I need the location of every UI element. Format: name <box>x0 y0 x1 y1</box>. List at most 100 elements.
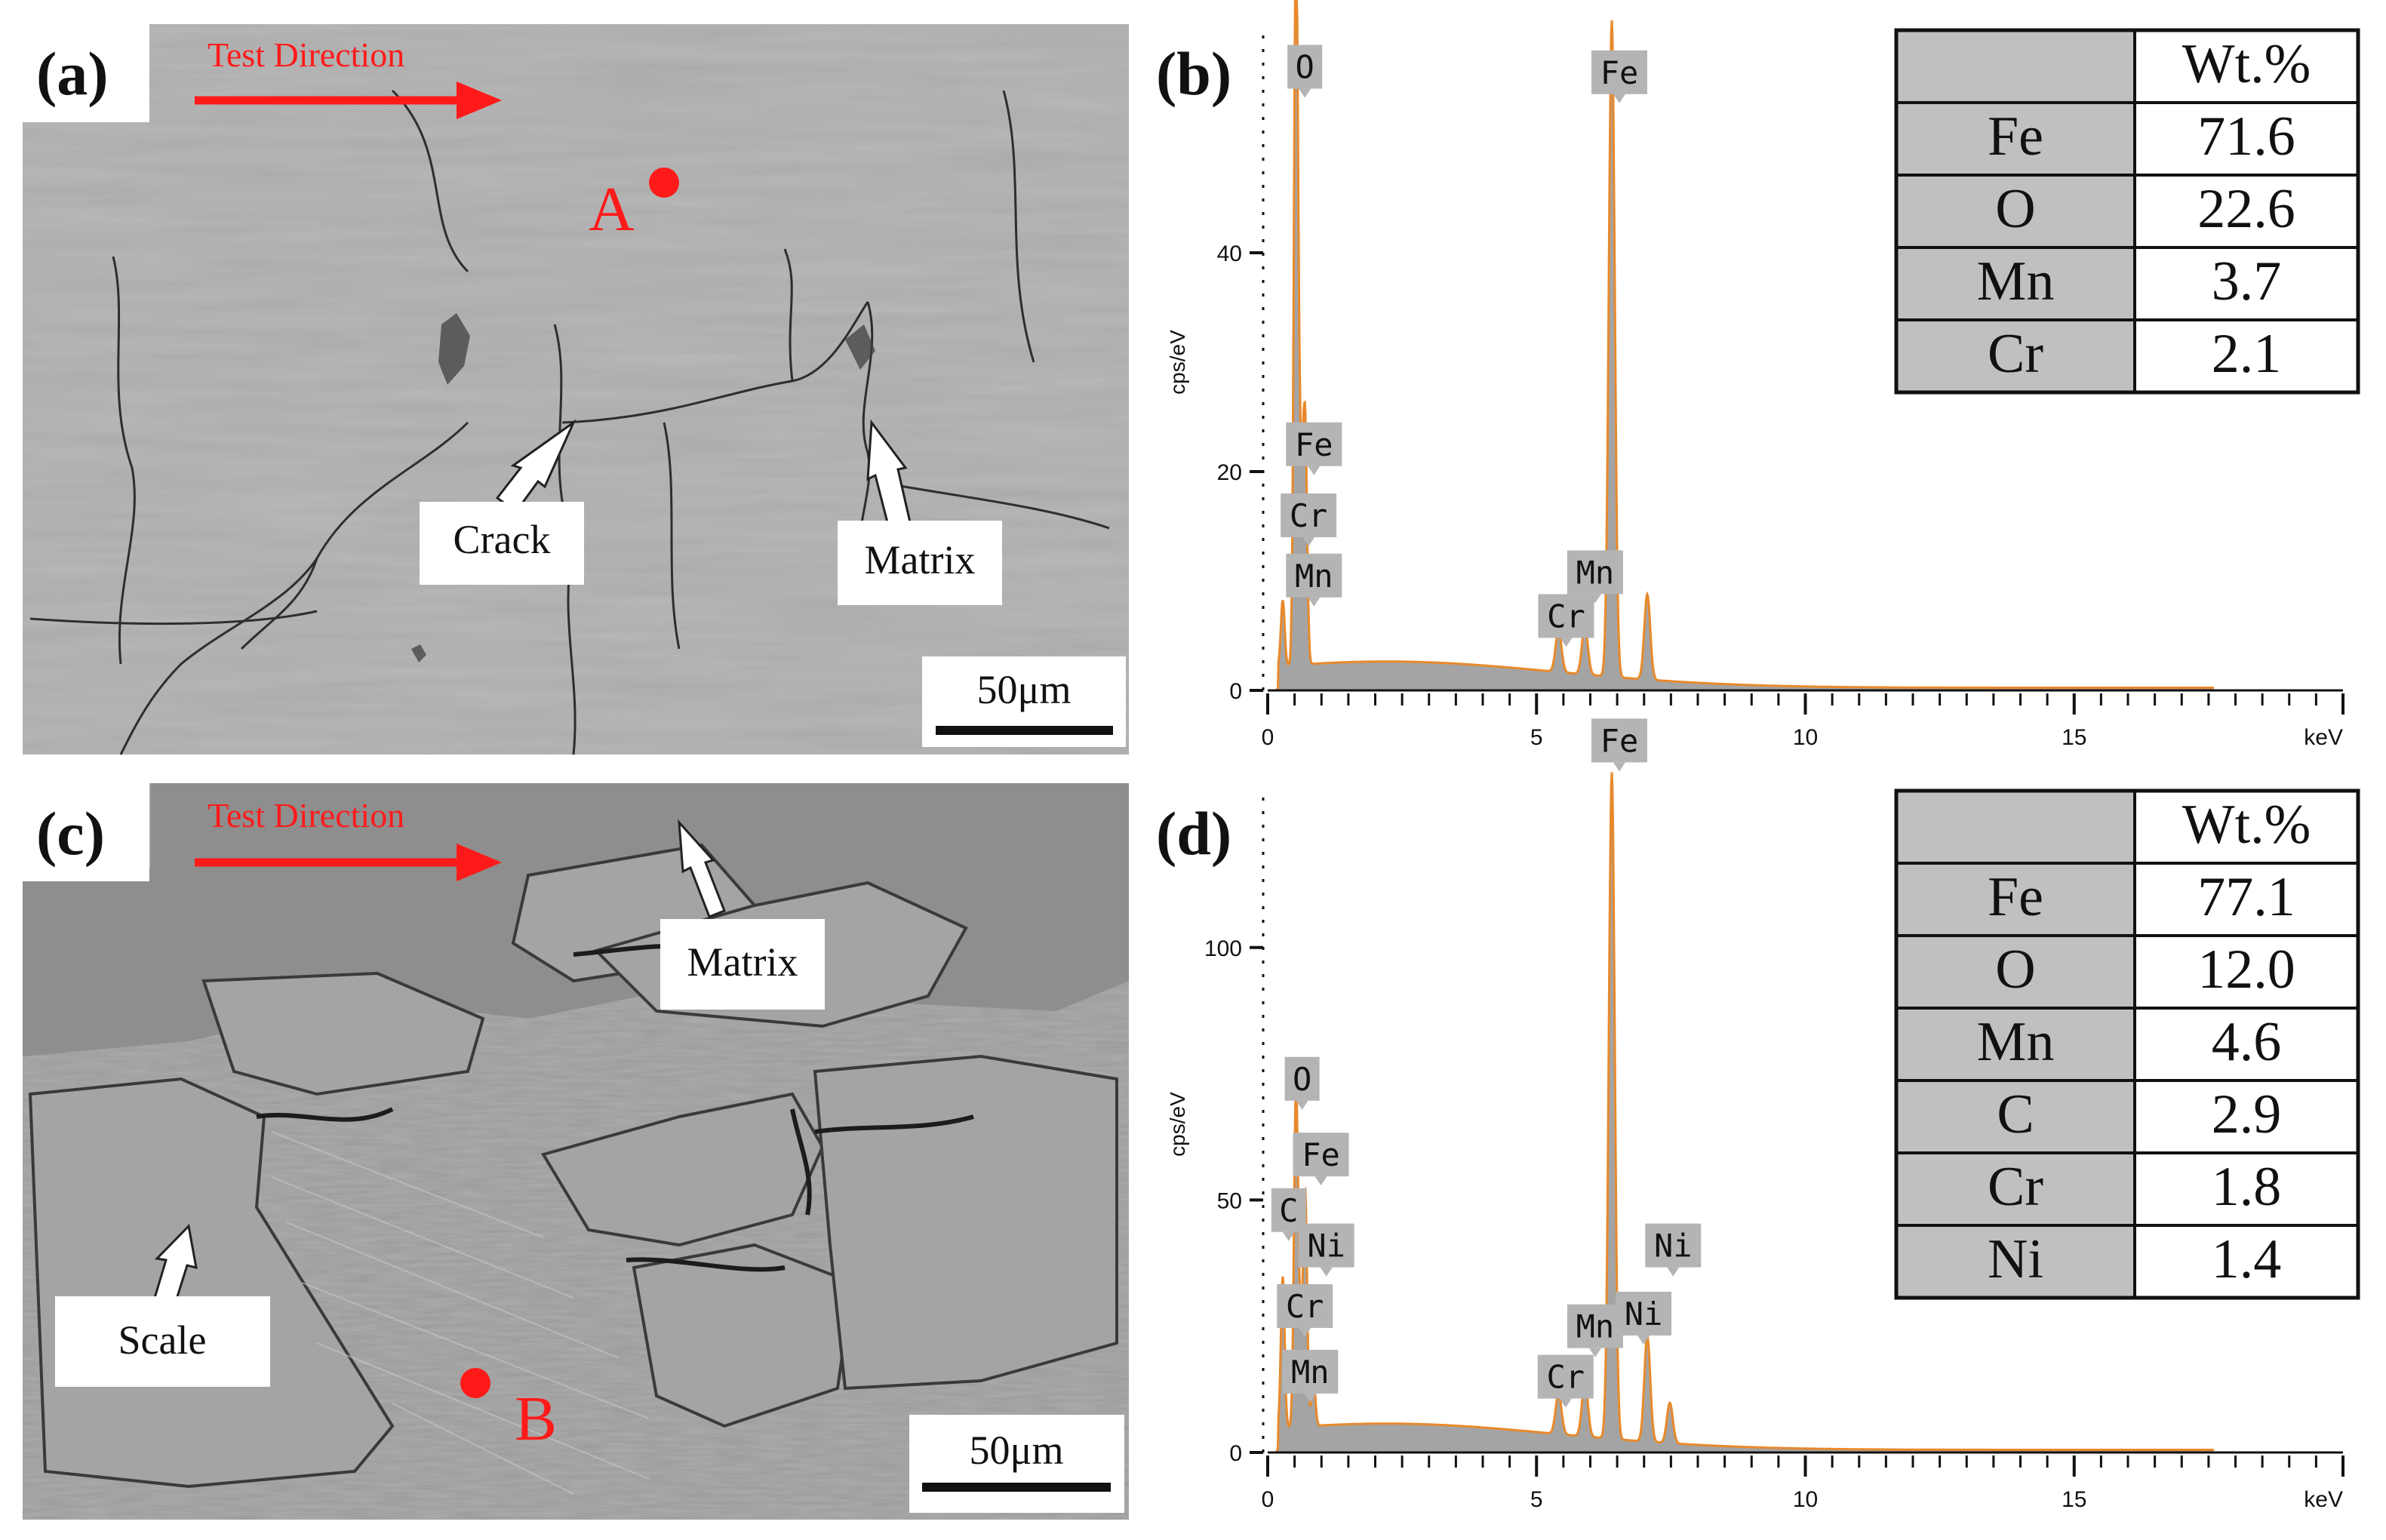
callout-matrix-label-c: Matrix <box>687 939 798 985</box>
peak-label-pointer <box>1308 466 1321 475</box>
table-value-cell: 4.6 <box>2212 1011 2282 1073</box>
table-element-cell: Cr <box>1988 1156 2043 1218</box>
table-element-cell: O <box>1995 939 2035 1001</box>
peak-label-box <box>1616 1291 1672 1336</box>
table-value-cell: 22.6 <box>2197 178 2295 240</box>
point-label-a: A <box>589 174 635 244</box>
table-cell-element-bg <box>1896 936 2135 1008</box>
table-cell-element-bg <box>1896 1225 2135 1298</box>
table-cell-value-bg <box>2135 247 2358 320</box>
peak-label-box <box>1537 1354 1594 1399</box>
peak-label-box <box>1567 1304 1623 1348</box>
peak-label-pointer <box>1560 638 1573 647</box>
callout-matrix-c: Matrix <box>660 819 825 1010</box>
x-axis-label: keV <box>2304 725 2343 750</box>
table-element-cell: Mn <box>1977 251 2055 312</box>
peak-label-box <box>1591 50 1647 94</box>
table-element-cell: C <box>1997 1084 2034 1145</box>
peak-label-pointer <box>1320 1267 1333 1277</box>
x-tick-label: 0 <box>1262 1487 1274 1512</box>
table-cell-value-bg <box>2135 30 2358 103</box>
table-element-cell: Ni <box>1988 1228 2043 1290</box>
x-tick-label: 5 <box>1530 725 1543 750</box>
panel-c: (c) Test Direction Matrix Scale B 50μm <box>23 783 1129 1520</box>
y-tick-label: 0 <box>1229 1441 1242 1466</box>
table-value-cell: 1.4 <box>2212 1228 2282 1290</box>
test-direction-label-a: Test Direction <box>208 35 404 74</box>
test-direction-label-c: Test Direction <box>208 796 404 835</box>
peak-label-pointer <box>1588 594 1601 604</box>
table-cell-value-bg <box>2135 1080 2358 1153</box>
peak-label-pointer <box>1667 1267 1680 1277</box>
peak-label: O <box>1293 1061 1311 1098</box>
x-tick-label: 5 <box>1530 1487 1543 1512</box>
peak-label-pointer <box>1559 1398 1572 1408</box>
spectrum-line <box>1273 0 2214 692</box>
table-cell-value-bg <box>2135 175 2358 247</box>
point-label-c: B <box>515 1384 557 1454</box>
spectrum-line <box>1273 772 2214 1454</box>
point-marker-c <box>460 1368 490 1398</box>
peak-label-box <box>1281 493 1337 537</box>
table-cell-element-bg <box>1896 320 2135 392</box>
table-value-cell: 71.6 <box>2197 106 2295 168</box>
peak-label-pointer <box>1314 1176 1327 1186</box>
peak-label: Cr <box>1290 497 1328 534</box>
peak-label-box <box>1293 1133 1349 1177</box>
table-cell-element-bg <box>1896 791 2135 863</box>
peak-label: Fe <box>1600 54 1639 91</box>
point-marker-a <box>649 168 679 198</box>
x-tick-label: 15 <box>2062 1487 2086 1512</box>
peak-label-box <box>1645 1223 1702 1268</box>
peak-label-box <box>1287 45 1323 89</box>
peak-label-pointer <box>1637 1335 1650 1345</box>
peak-label: C <box>1279 1192 1298 1229</box>
table-element-cell: Fe <box>1988 106 2043 168</box>
scale-bar-c: 50μm <box>909 1415 1124 1513</box>
x-tick-label: 10 <box>1793 725 1818 750</box>
table-cell-element-bg <box>1896 863 2135 936</box>
y-axis-label: cps/eV <box>1166 1092 1189 1157</box>
table-value-cell: 12.0 <box>2197 939 2295 1001</box>
peak-label-pointer <box>1302 537 1315 546</box>
peak-label: Ni <box>1625 1296 1663 1333</box>
table-cell-value-bg <box>2135 1225 2358 1298</box>
table-cell-value-bg <box>2135 791 2358 863</box>
table-cell-value-bg <box>2135 863 2358 936</box>
peak-label-box <box>1286 553 1342 598</box>
x-tick-label: 0 <box>1262 725 1274 750</box>
peak-label-pointer <box>1304 1393 1317 1403</box>
table-element-cell: Fe <box>1988 866 2043 928</box>
scale-bar-label-a: 50μm <box>977 667 1072 712</box>
y-tick-label: 0 <box>1229 679 1242 704</box>
peak-label: Fe <box>1600 722 1639 759</box>
y-axis-label: cps/eV <box>1166 330 1189 395</box>
callout-matrix-a: Matrix <box>838 419 1002 605</box>
peak-label: Cr <box>1547 598 1585 635</box>
peak-label-box <box>1538 594 1594 638</box>
table-border <box>1894 28 2360 395</box>
peak-label-box <box>1298 1223 1354 1268</box>
table-cell-value-bg <box>2135 1153 2358 1225</box>
table-cell-value-bg <box>2135 103 2358 175</box>
peak-label: Fe <box>1295 426 1333 463</box>
peak-label-pointer <box>1308 597 1321 607</box>
y-tick-label: 100 <box>1204 936 1242 961</box>
table-element-cell: O <box>1995 178 2035 240</box>
panel-d-letter: (d) <box>1156 799 1231 868</box>
peak-label: O <box>1296 49 1314 86</box>
peak-label-box <box>1591 718 1647 763</box>
table-value-cell: 1.8 <box>2212 1156 2282 1218</box>
table-cell-element-bg <box>1896 1153 2135 1225</box>
table-header-cell: Wt.% <box>2182 33 2311 95</box>
callout-scale-c: Scale <box>55 1223 270 1387</box>
peak-label-box <box>1282 1349 1339 1394</box>
table-value-cell: 2.1 <box>2212 323 2282 385</box>
table-value-cell: 77.1 <box>2197 866 2295 928</box>
table-header-cell: Wt.% <box>2182 794 2311 856</box>
peak-label-box <box>1277 1283 1333 1328</box>
callout-crack-label: Crack <box>454 517 551 562</box>
panel-c-letter: (c) <box>36 799 105 868</box>
panel-a-letter-bg <box>23 24 149 122</box>
